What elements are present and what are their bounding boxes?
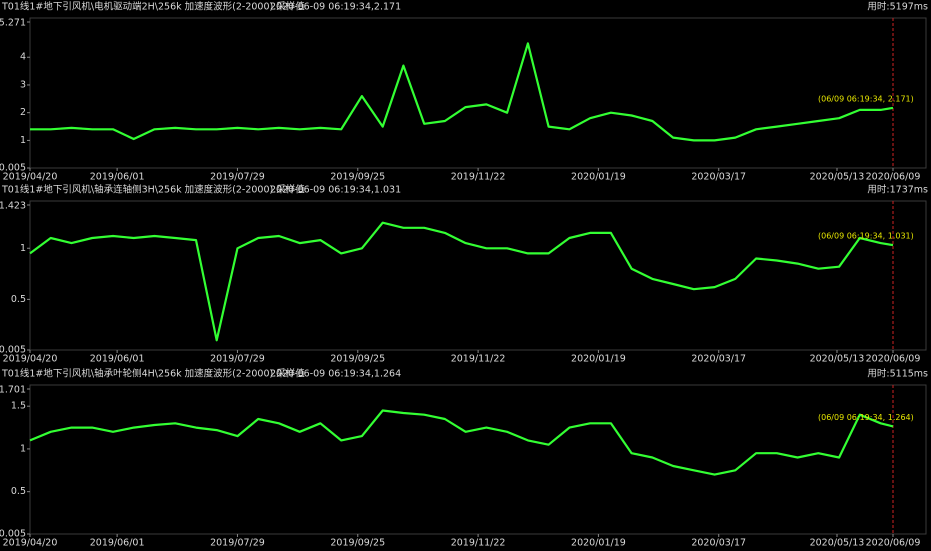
y-tick-label: 1 bbox=[20, 135, 26, 146]
trend-line bbox=[29, 409, 894, 476]
x-tick-label: 2020/01/19 bbox=[571, 172, 626, 183]
x-tick-label: 2019/04/20 bbox=[3, 354, 58, 365]
trend-line bbox=[30, 42, 894, 142]
x-tick-label: 2019/07/29 bbox=[210, 538, 265, 549]
x-tick-label: 2020/05/13 bbox=[810, 172, 865, 183]
x-tick-label: 2020/03/17 bbox=[691, 172, 746, 183]
chart-title: T01线1#地下引风机\轴承叶轮侧4H\256k 加速度波形(2-2000).采… bbox=[1, 368, 305, 380]
x-tick-label: 2020/01/19 bbox=[571, 354, 626, 365]
value-annotation: (06/09 06:19:34, 2.171) bbox=[818, 94, 914, 103]
x-tick-label: 2019/06/01 bbox=[90, 354, 145, 365]
x-tick-label: 2020/01/19 bbox=[571, 538, 626, 549]
x-tick-label: 2020/06/09 bbox=[866, 538, 921, 549]
value-annotation: (06/09 06:19:34, 1.031) bbox=[818, 232, 914, 241]
x-tick-label: 2020/05/13 bbox=[810, 538, 865, 549]
x-tick-label: 2020/03/17 bbox=[691, 538, 746, 549]
y-tick-label: 0.005 bbox=[0, 529, 26, 540]
x-tick-label: 2020/03/17 bbox=[691, 354, 746, 365]
x-tick-label: 2019/06/01 bbox=[90, 172, 145, 183]
x-tick-label: 2019/09/25 bbox=[330, 172, 385, 183]
timestamp: 2020-06-09 06:19:34,1.264 bbox=[270, 369, 401, 380]
x-tick-label: 2020/06/09 bbox=[866, 172, 921, 183]
chart-title: T01线1#地下引风机\轴承连轴侧3H\256k 加速度波形(2-2000).采… bbox=[1, 184, 305, 196]
x-tick-label: 2019/04/20 bbox=[3, 172, 58, 183]
y-tick-label: 1.701 bbox=[0, 385, 26, 396]
timestamp: 2020-06-09 06:19:34,1.031 bbox=[270, 185, 401, 196]
x-tick-label: 2019/11/22 bbox=[451, 538, 506, 549]
y-tick-label: 1 bbox=[20, 443, 26, 454]
y-tick-label: 3 bbox=[20, 79, 26, 90]
x-tick-label: 2020/05/13 bbox=[810, 354, 865, 365]
x-tick-label: 2019/06/01 bbox=[90, 538, 145, 549]
value-annotation: (06/09 06:19:34, 1.264) bbox=[818, 413, 914, 422]
timestamp: 2020-06-09 06:19:34,2.171 bbox=[270, 2, 401, 13]
y-tick-label: 4 bbox=[20, 52, 26, 63]
x-tick-label: 2019/07/29 bbox=[210, 172, 265, 183]
y-tick-label: 1.423 bbox=[0, 201, 26, 212]
elapsed-time: 用时:1737ms bbox=[867, 184, 928, 196]
plot-frame bbox=[29, 384, 927, 535]
y-tick-label: 1 bbox=[20, 243, 26, 254]
chart-title: T01线1#地下引风机\电机驱动端2H\256k 加速度波形(2-2000).采… bbox=[1, 1, 305, 13]
x-tick-label: 2020/06/09 bbox=[866, 354, 921, 365]
x-tick-label: 2019/11/22 bbox=[451, 172, 506, 183]
trend-line bbox=[29, 221, 894, 342]
elapsed-time: 用时:5197ms bbox=[867, 1, 928, 13]
y-tick-label: 0.005 bbox=[0, 163, 26, 174]
elapsed-time: 用时:5115ms bbox=[867, 368, 928, 380]
x-tick-label: 2019/07/29 bbox=[210, 354, 265, 365]
y-tick-label: 5.271 bbox=[0, 18, 26, 29]
x-tick-label: 2019/04/20 bbox=[3, 538, 58, 549]
x-tick-label: 2019/09/25 bbox=[330, 538, 385, 549]
y-tick-label: 2 bbox=[20, 107, 26, 118]
x-tick-label: 2019/11/22 bbox=[451, 354, 506, 365]
y-tick-label: 0.5 bbox=[11, 294, 26, 305]
y-tick-label: 0.005 bbox=[0, 345, 26, 356]
plot-frame bbox=[29, 200, 927, 351]
y-tick-label: 0.5 bbox=[11, 486, 26, 497]
y-tick-label: 1.5 bbox=[11, 401, 26, 412]
x-tick-label: 2019/09/25 bbox=[330, 354, 385, 365]
plot-frame bbox=[29, 17, 927, 169]
